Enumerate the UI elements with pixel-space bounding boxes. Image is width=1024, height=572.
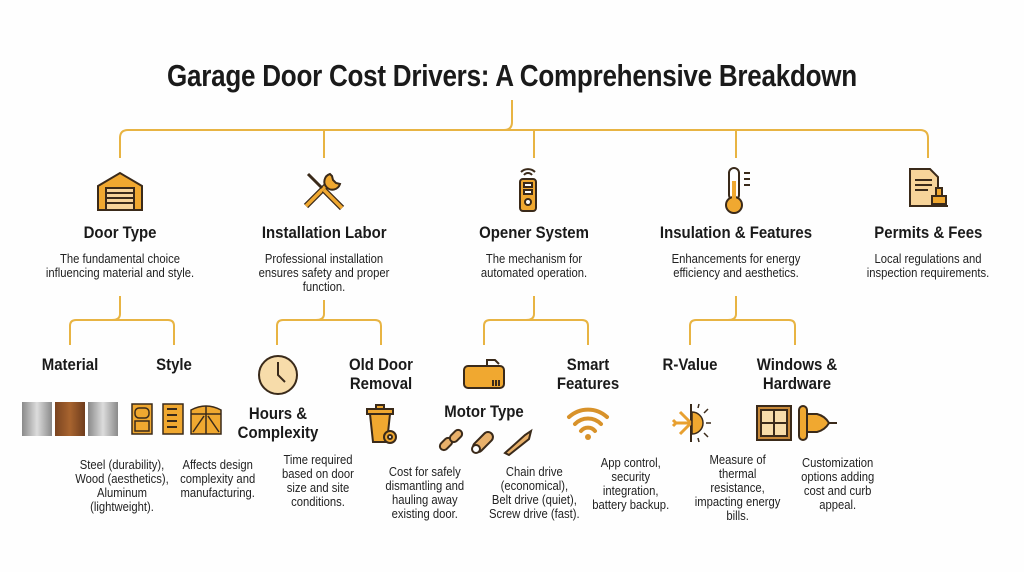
subcategory-description: Chain drive (economical), Belt drive (quie… [489,465,580,521]
door-styles-icon [131,403,222,435]
category-permits-fees: Permits & Fees Local regulations and insp… [860,223,996,280]
subcategory-heading: Motor Type [444,402,524,421]
subcategory-windows-hardware: Windows & Hardware [751,355,842,394]
subcategory-style: Style [154,355,195,375]
category-heading: Permits & Fees [873,223,983,242]
door-type-connector [69,296,175,345]
subcategory-heading: Hours & Complexity [237,404,319,442]
category-description: The mechanism for automated operation. [480,252,588,280]
category-heading: Installation Labor [261,223,387,242]
subcategory-description: Steel (durability), Wood (aesthetics), Alu… [75,458,169,514]
snowflake-sun-icon [671,403,711,443]
tools-icon [303,172,345,211]
motor-icon [463,359,505,389]
category-heading: Door Type [83,223,157,242]
category-door-type: Door Type The fundamental choice influenc… [38,223,203,280]
thermometer-icon [725,167,750,214]
category-description: The fundamental choice influencing materi… [45,252,195,280]
category-heading: Insulation & Features [659,223,813,242]
subcategory-description: Cost for safely dismantling and hauling aw… [385,465,465,521]
clock-icon [258,355,298,395]
material-swatches-icon [22,402,118,436]
subcategory-old-door-removal: Old Door Removal [345,355,418,394]
chain-belt-screw-icon [438,428,533,457]
subcategory-description: Measure of thermal resistance, impacting en… [694,453,781,523]
subcategory-heading: R-Value [662,355,718,374]
subcategory-material: Material [38,355,102,375]
category-description: Enhancements for energy efficiency and ae… [671,252,801,280]
category-description: Professional installation ensures safety … [258,252,390,294]
installation-connector [276,300,382,345]
category-description: Local regulations and inspection requirem… [866,252,990,280]
subcategory-heading: Smart Features [556,355,620,393]
subcategory-description: Customization options adding cost and curb… [801,456,875,512]
category-opener-system: Opener System The mechanism for automated… [472,223,597,280]
window-hinge-icon [756,405,837,441]
subcategory-heading: Style [156,355,192,374]
opener-connector [483,296,589,345]
subcategory-description: App control, security integration, battery … [592,456,670,512]
garage-icon [97,171,143,211]
subcategory-heading: Old Door Removal [349,355,413,393]
category-installation-labor: Installation Labor Professional installa… [251,223,396,294]
main-connector [119,100,929,158]
remote-icon [519,168,537,212]
insulation-connector [689,296,796,345]
page-title: Garage Door Cost Drivers: A Comprehensiv… [167,58,857,93]
subcategory-r-value: R-Value [659,355,721,375]
subcategory-motor-type: Motor Type [439,402,529,422]
category-heading: Opener System [479,223,589,242]
subcategory-smart-features: Smart Features [553,355,624,394]
permit-document-icon [909,168,948,207]
trash-can-icon [366,404,397,444]
subcategory-heading: Windows & Hardware [756,355,838,393]
subcategory-hours-complexity: Hours & Complexity [232,404,324,443]
subcategory-description: Time required based on door size and site c… [281,453,354,509]
subcategory-heading: Material [41,355,99,374]
subcategory-description: Affects design complexity and manufacturin… [180,458,256,500]
category-insulation-features: Insulation & Features Enhancements for e… [650,223,823,280]
wifi-icon [567,407,609,440]
